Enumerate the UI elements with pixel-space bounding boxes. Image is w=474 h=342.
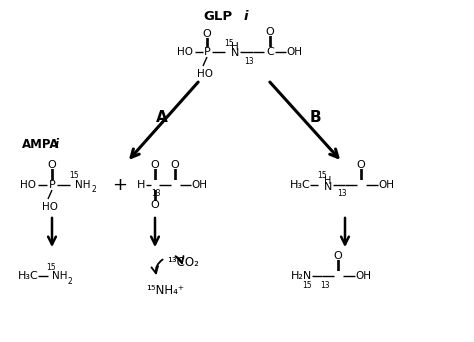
Text: 13: 13 <box>151 188 161 197</box>
Text: H₂N: H₂N <box>292 271 313 281</box>
Text: 13: 13 <box>320 280 330 289</box>
Text: P: P <box>49 180 55 190</box>
Text: C: C <box>266 47 274 57</box>
Text: O: O <box>356 160 365 170</box>
Text: O: O <box>265 27 274 37</box>
Text: GLP: GLP <box>204 10 233 23</box>
Text: H₃C: H₃C <box>290 180 310 190</box>
Text: HO: HO <box>177 47 193 57</box>
Text: NH: NH <box>52 271 68 281</box>
Text: 15: 15 <box>69 171 79 181</box>
Text: O: O <box>334 251 342 261</box>
Text: O: O <box>47 160 56 170</box>
Text: A: A <box>156 110 168 126</box>
Text: 15: 15 <box>224 39 234 48</box>
Text: OH: OH <box>191 180 207 190</box>
Text: +: + <box>112 176 128 194</box>
Text: O: O <box>171 160 179 170</box>
Text: 15: 15 <box>317 171 327 181</box>
Text: B: B <box>309 110 321 126</box>
Text: ¹⁵NH₄⁺: ¹⁵NH₄⁺ <box>146 284 184 297</box>
Text: O: O <box>151 200 159 210</box>
Text: 15: 15 <box>46 263 56 272</box>
Text: N: N <box>231 48 239 58</box>
Text: O: O <box>151 160 159 170</box>
Text: NH: NH <box>75 180 91 190</box>
Text: P: P <box>204 47 210 57</box>
Text: HO: HO <box>197 69 213 79</box>
Text: OH: OH <box>378 180 394 190</box>
Text: O: O <box>202 29 211 39</box>
Text: H: H <box>324 176 332 186</box>
Text: i: i <box>244 10 248 23</box>
Text: i: i <box>55 138 59 151</box>
Text: OH: OH <box>355 271 371 281</box>
Text: HO: HO <box>42 202 58 212</box>
Text: H₃C: H₃C <box>18 271 38 281</box>
Text: N: N <box>324 182 332 192</box>
Text: OH: OH <box>286 47 302 57</box>
Text: 13: 13 <box>337 189 347 198</box>
Text: 2: 2 <box>91 185 96 195</box>
Text: AMPA: AMPA <box>22 138 60 151</box>
Text: H: H <box>137 180 145 190</box>
Text: 15: 15 <box>302 281 312 290</box>
Text: HO: HO <box>20 180 36 190</box>
Text: ¹³CO₂: ¹³CO₂ <box>167 256 199 269</box>
Text: 13: 13 <box>244 56 254 66</box>
Text: 2: 2 <box>68 276 73 286</box>
Text: H: H <box>231 42 239 52</box>
